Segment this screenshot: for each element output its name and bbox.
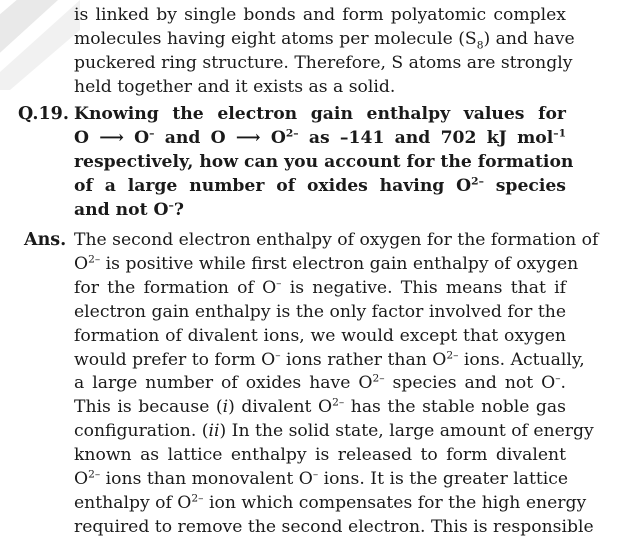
question-text: Knowing the electron gain enthalpy value… — [74, 103, 574, 223]
question-line-equation: O ⟶ O– and O ⟶ O2– as –141 and 702 kJ mo… — [74, 126, 566, 148]
answer-line: O2– is positive while first electron gai… — [74, 252, 579, 274]
watermark-logo-icon — [0, 0, 80, 90]
answer-text: The second electron enthalpy of oxygen f… — [74, 229, 599, 540]
intro-line: is linked by single bonds and form polya… — [74, 5, 566, 25]
answer-line: This is because (i) divalent O2– has the… — [74, 395, 566, 418]
answer-line: a large number of oxides have O2– specie… — [74, 371, 566, 394]
answer-line: The second electron enthalpy of oxygen f… — [74, 230, 599, 250]
answer-line: would prefer to form O– ions rather than… — [74, 347, 585, 370]
answer-line: O2– ions than monovalent O– ions. It is … — [74, 467, 569, 490]
question-line: Knowing the electron gain enthalpy value… — [74, 104, 566, 124]
intro-line: puckered ring structure. Therefore, S at… — [74, 52, 573, 73]
answer-line: electron gain enthalpy is the only facto… — [74, 301, 566, 322]
answer-line: enthalpy of O2– ion which compensates fo… — [74, 491, 587, 513]
question-label: Q.19. — [18, 104, 69, 124]
question-line: of a large number of oxides having O2– s… — [74, 173, 566, 196]
answer-line: known as lattice enthalpy is released to… — [74, 445, 566, 466]
question-line: and not O–? — [74, 197, 184, 220]
answer-line: required to remove the second electron. … — [74, 516, 594, 537]
intro-line: held together and it exists as a solid. — [74, 76, 396, 97]
answer-label: Ans. — [24, 230, 67, 250]
question-line: respectively, how can you account for th… — [74, 151, 574, 172]
answer-line: formation of divalent ions, we would exc… — [74, 325, 566, 346]
answer-line: configuration. (ii) In the solid state, … — [74, 421, 594, 442]
intro-paragraph: is linked by single bonds and form polya… — [74, 4, 575, 100]
answer-line: for the formation of O– is negative. Thi… — [74, 276, 566, 298]
intro-line-s8: molecules having eight atoms per molecul… — [74, 28, 575, 52]
